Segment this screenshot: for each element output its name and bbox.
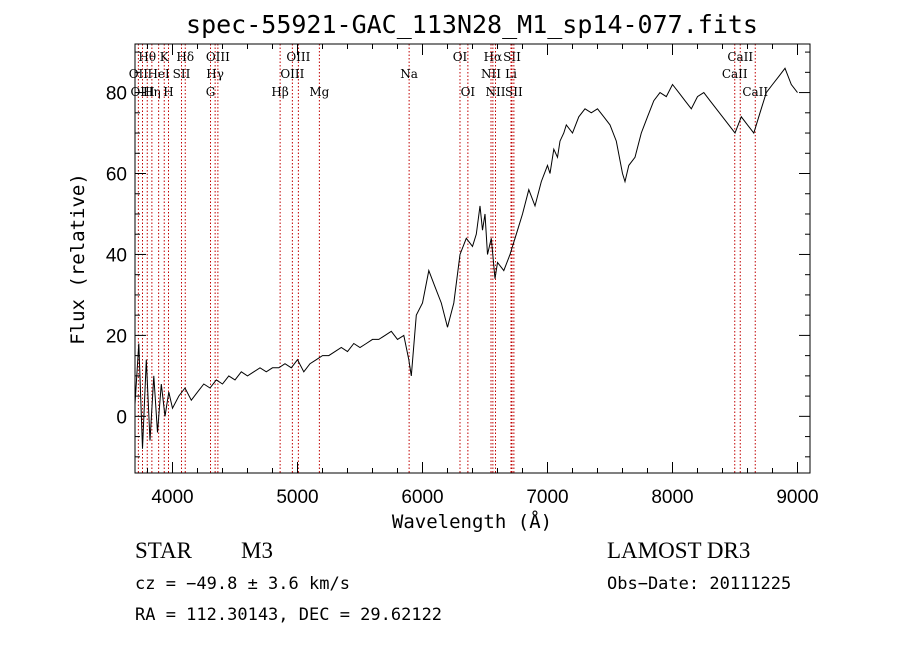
line-mark-label-21: NII xyxy=(481,67,501,81)
line-mark-label-10: Hγ xyxy=(206,67,224,81)
x-axis-label: Wavelength (Å) xyxy=(392,510,552,533)
line-mark-label-3: OIII xyxy=(130,85,154,99)
line-mark-label-24: SII xyxy=(505,85,523,99)
line-mark-label-6: SII xyxy=(173,67,191,81)
axis-ticks: 4000 5000 6000 7000 8000 9000 0 20 40 60 80 xyxy=(106,44,819,508)
line-mark-label-11: G xyxy=(206,85,216,99)
redshift-readout: cz = −49.8 ± 3.6 km/s xyxy=(135,574,350,594)
coordinates-readout: RA = 112.30143, DEC = 29.62122 xyxy=(135,605,442,625)
plot-frame xyxy=(134,43,811,474)
y-tick-label-0: 0 xyxy=(116,407,127,428)
line-mark-label-26: CaII xyxy=(722,67,748,81)
x-tick-label-2: 6000 xyxy=(401,487,443,508)
line-mark-label-23: NII xyxy=(486,85,506,99)
object-class: STAR xyxy=(135,538,193,563)
y-tick-label-3: 60 xyxy=(106,165,127,186)
line-mark-label-16: Na xyxy=(400,67,418,81)
x-tick-label-1: 5000 xyxy=(276,487,318,508)
line-mark-label-19: Hα xyxy=(484,50,503,64)
survey-name: LAMOST DR3 xyxy=(607,538,750,563)
chart-title: spec-55921-GAC_113N28_M1_sp14-077.fits xyxy=(186,10,758,39)
line-mark-label-4: HeI xyxy=(147,67,170,81)
line-mark-label-22: Li xyxy=(505,67,517,81)
y-tick-label-1: 20 xyxy=(106,326,127,347)
line-mark-label-0: Hθ xyxy=(138,50,156,64)
line-mark-label-17: OI xyxy=(453,50,468,64)
obs-date-readout: Obs−Date: 20111225 xyxy=(607,574,791,594)
line-mark-label-27: CaII xyxy=(742,85,768,99)
line-mark-label-1: OII xyxy=(129,67,149,81)
line-mark-label-13: OIII xyxy=(280,67,304,81)
line-mark-label-9: OIII xyxy=(206,50,230,64)
x-tick-label-3: 7000 xyxy=(526,487,568,508)
line-mark-label-18: OI xyxy=(461,85,476,99)
y-tick-label-4: 80 xyxy=(106,84,127,105)
line-mark-label-25: CaII xyxy=(727,50,753,64)
spectrum-series xyxy=(134,67,798,449)
line-mark-label-15: Mg xyxy=(309,85,329,99)
line-mark-label-8: Hδ xyxy=(176,50,194,64)
x-tick-label-4: 8000 xyxy=(651,487,693,508)
line-mark-label-20: SII xyxy=(503,50,521,64)
spectrum-line-0 xyxy=(134,67,798,449)
x-tick-label-0: 4000 xyxy=(151,487,193,508)
y-tick-label-2: 40 xyxy=(106,245,127,266)
object-subclass: M3 xyxy=(241,538,273,563)
line-mark-label-5: K xyxy=(160,50,170,64)
line-mark-label-12: OIII xyxy=(286,50,310,64)
x-tick-label-5: 9000 xyxy=(776,487,818,508)
line-mark-label-2: Hη xyxy=(143,85,161,99)
line-mark-label-14: Hβ xyxy=(271,85,288,99)
line-mark-label-7: H xyxy=(163,85,173,99)
y-axis-label: Flux (relative) xyxy=(67,173,89,345)
